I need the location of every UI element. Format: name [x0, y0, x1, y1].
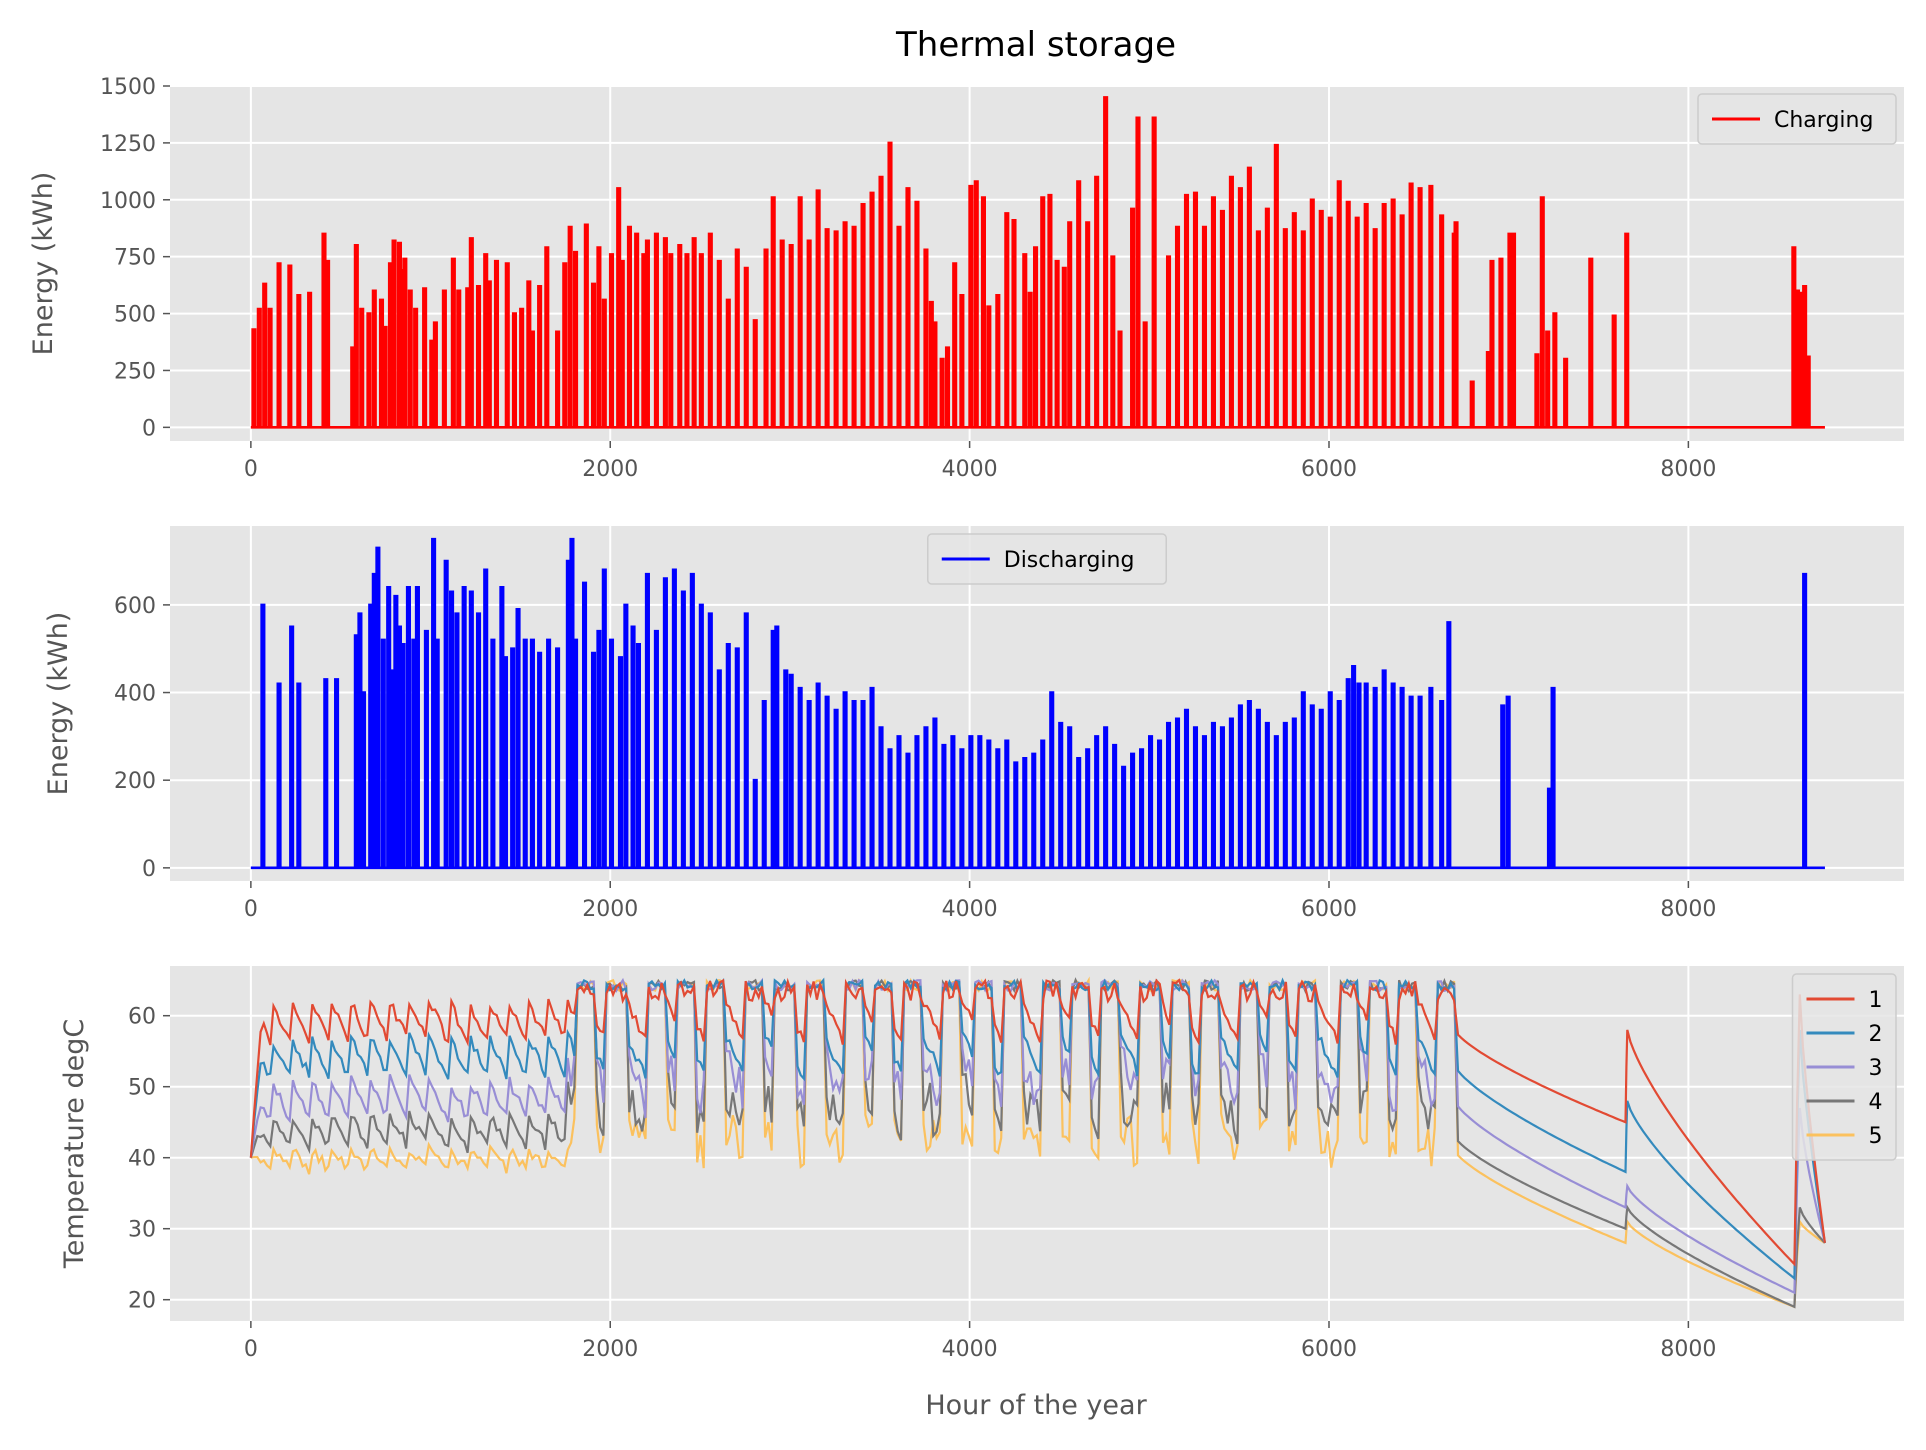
y-axis-label: Energy (kWh)	[43, 612, 74, 796]
x-tick-label: 6000	[1301, 1337, 1357, 1362]
legend: 1 2 3 4 5	[1791, 973, 1897, 1161]
legend-label-charging: Charging	[1774, 108, 1873, 133]
y-tick-label: 500	[114, 303, 156, 328]
panel-top: 0 2000 4000 6000 8000 0 250 500 750 1000 1250 1500 E…	[28, 75, 1904, 482]
y-tick-label: 0	[142, 857, 156, 882]
y-tick-label: 200	[114, 769, 156, 794]
series-discharging-line	[250, 537, 1825, 870]
x-tick-label: 2000	[582, 457, 638, 482]
x-tick-label: 4000	[942, 457, 998, 482]
x-axis-label: Hour of the year	[925, 1390, 1147, 1421]
y-axis-label: Temperature degC	[59, 1019, 90, 1269]
y-tick-label: 1000	[100, 189, 156, 214]
x-tick-label: 6000	[1301, 457, 1357, 482]
x-tick-label: 8000	[1660, 897, 1716, 922]
y-tick-label: 40	[128, 1147, 156, 1172]
y-tick-label: 60	[128, 1005, 156, 1030]
y-tick-label: 0	[142, 416, 156, 441]
y-tick-label: 30	[128, 1218, 156, 1243]
y-tick-label: 750	[114, 246, 156, 271]
x-tick-label: 4000	[942, 1337, 998, 1362]
panel-middle: 0 2000 4000 6000 8000 0 200 400 600 Energy (kWh) D…	[43, 526, 1904, 922]
y-tick-label: 1250	[100, 132, 156, 157]
series-charging-line	[250, 96, 1825, 429]
x-tick-label: 8000	[1660, 1337, 1716, 1362]
y-tick-label: 600	[114, 594, 156, 619]
y-tick-label: 250	[114, 359, 156, 384]
legend-label-4: 4	[1869, 1090, 1883, 1115]
x-tick-label: 6000	[1301, 897, 1357, 922]
x-tick-label: 2000	[582, 1337, 638, 1362]
x-tick-label: 0	[244, 1337, 258, 1362]
legend-label-5: 5	[1869, 1124, 1883, 1149]
legend: Discharging	[927, 533, 1167, 585]
legend-label-discharging: Discharging	[1004, 548, 1135, 573]
legend-box	[927, 533, 1167, 585]
y-tick-label: 1500	[100, 75, 156, 100]
legend: Charging	[1697, 93, 1897, 145]
figure-title: Thermal storage	[895, 25, 1176, 65]
y-tick-label: 50	[128, 1076, 156, 1101]
legend-label-2: 2	[1869, 1022, 1883, 1047]
legend-box	[1697, 93, 1897, 145]
panel-bottom: 0 2000 4000 6000 8000 20 30 40 50 60 Temperature d…	[59, 966, 1904, 1362]
y-tick-label: 20	[128, 1289, 156, 1314]
legend-label-3: 3	[1869, 1056, 1883, 1081]
y-tick-label: 400	[114, 682, 156, 707]
x-tick-label: 8000	[1660, 457, 1716, 482]
x-tick-label: 0	[244, 897, 258, 922]
x-tick-label: 2000	[582, 897, 638, 922]
series-1-line	[249, 977, 1826, 1267]
x-tick-label: 0	[244, 457, 258, 482]
x-tick-label: 4000	[942, 897, 998, 922]
y-axis-label: Energy (kWh)	[28, 172, 59, 356]
legend-label-1: 1	[1869, 988, 1883, 1013]
